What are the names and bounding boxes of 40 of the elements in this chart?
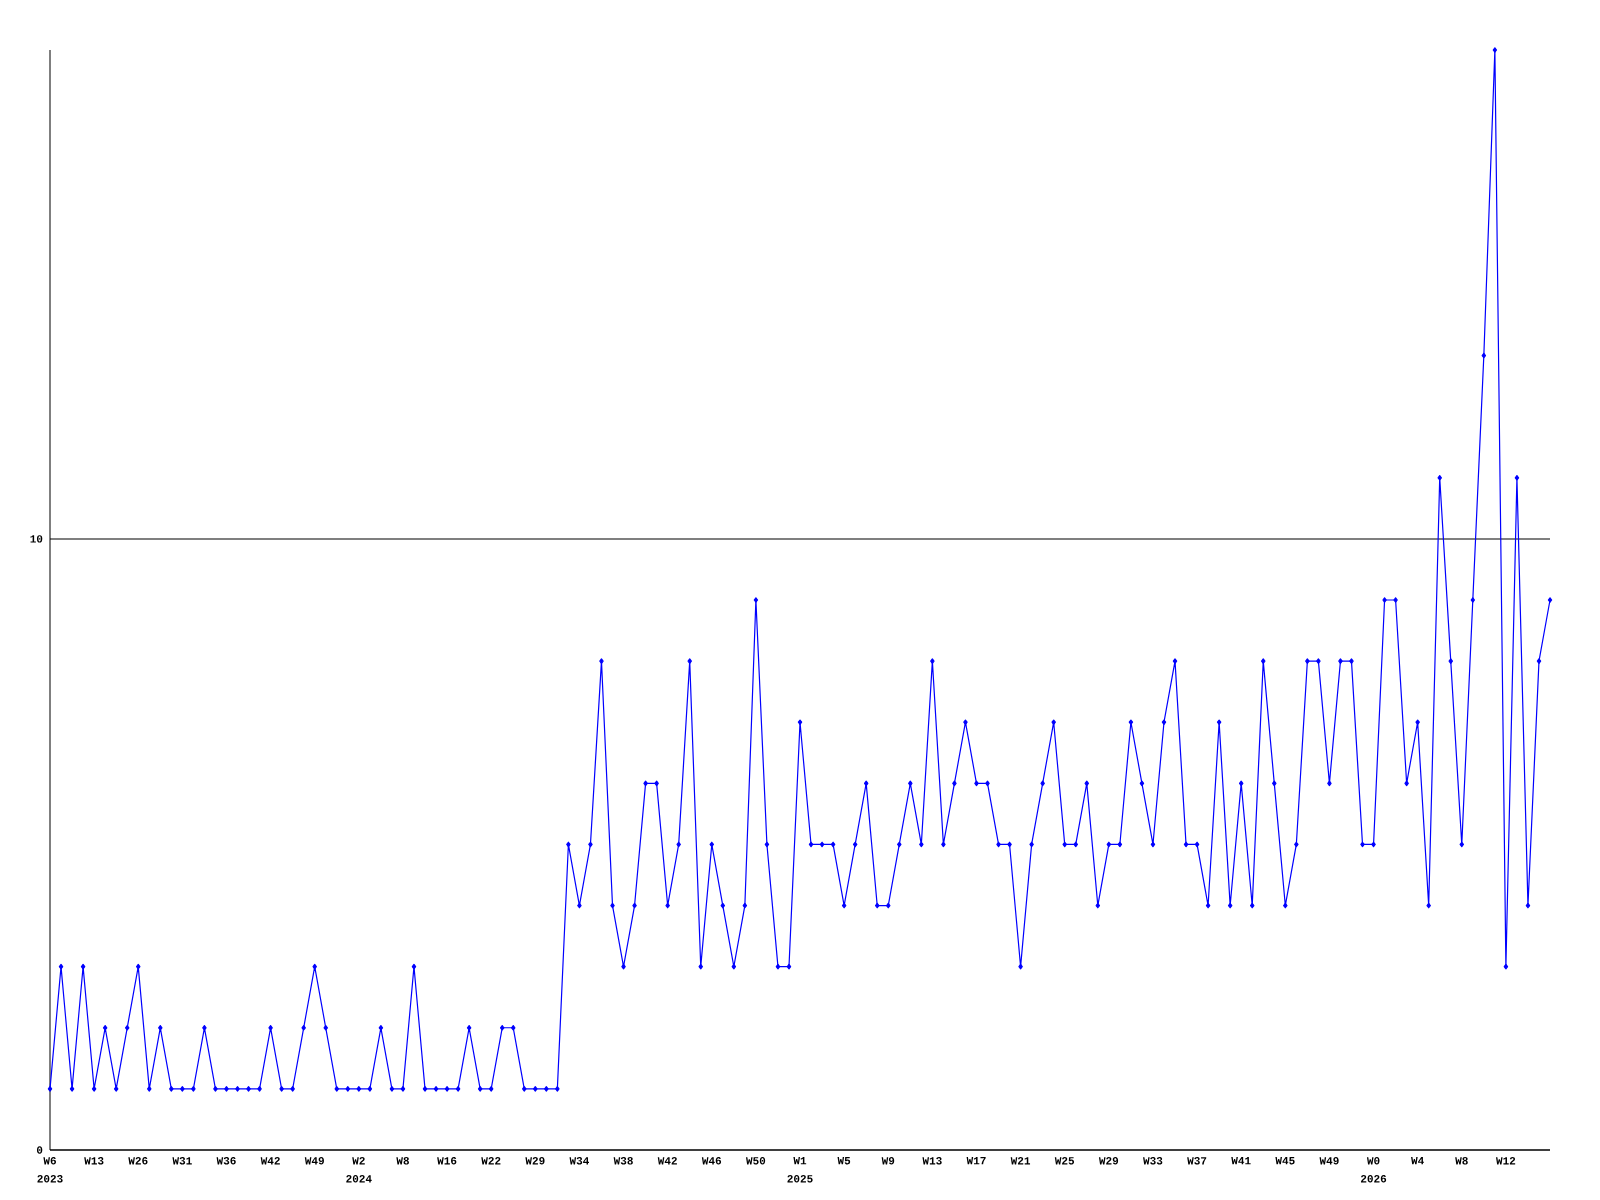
x-tick-label: W8: [396, 1157, 409, 1165]
x-tick-label: W16: [437, 1157, 457, 1165]
x-tick-label: W37: [1187, 1157, 1207, 1165]
x-tick-label: W42: [260, 1157, 280, 1165]
x-tick-label: W33: [1143, 1157, 1163, 1165]
x-tick-label: W25: [1054, 1157, 1075, 1165]
x-tick-label: W38: [613, 1157, 633, 1165]
x-tick-label: W41: [1231, 1157, 1251, 1165]
x-tick-label: W17: [966, 1157, 986, 1165]
x-tick-label: W13: [84, 1157, 104, 1165]
x-tick-label: W2: [352, 1157, 365, 1165]
x-tick-label: W29: [1098, 1157, 1119, 1165]
x-tick-label: W9: [881, 1157, 895, 1165]
y-tick-label: 10: [30, 535, 43, 543]
x-tick-label: W0: [1366, 1157, 1380, 1165]
x-tick-label: W6: [43, 1157, 56, 1165]
x-tick-label: W21: [1010, 1157, 1031, 1165]
x-tick-label: W8: [1455, 1157, 1468, 1165]
text: 2025: [787, 1175, 813, 1183]
x-tick-label: W50: [745, 1157, 766, 1165]
x-tick-label: W31: [172, 1157, 192, 1165]
x-tick-label: W1: [793, 1157, 807, 1165]
text: 2026: [1361, 1175, 1387, 1183]
x-tick-label: W29: [525, 1157, 545, 1165]
x-tick-label: W22: [481, 1157, 501, 1165]
x-tick-label: W5: [837, 1157, 851, 1165]
x-tick-label: W26: [128, 1157, 148, 1165]
x-tick-label: W49: [1319, 1157, 1339, 1165]
x-tick-label: W13: [922, 1157, 942, 1165]
x-tick-label: W42: [657, 1157, 677, 1165]
x-tick-label: W45: [1275, 1157, 1295, 1165]
x-tick-label: W12: [1496, 1157, 1516, 1165]
x-tick-label: W46: [701, 1157, 722, 1165]
text: 2023: [37, 1175, 63, 1183]
x-tick-label: W49: [304, 1157, 324, 1165]
x-tick-label: W4: [1411, 1157, 1424, 1165]
text: 2024: [346, 1175, 372, 1183]
y-tick-label: 0: [36, 1146, 43, 1154]
x-tick-label: W36: [216, 1157, 236, 1165]
x-tick-label: W34: [569, 1157, 589, 1165]
